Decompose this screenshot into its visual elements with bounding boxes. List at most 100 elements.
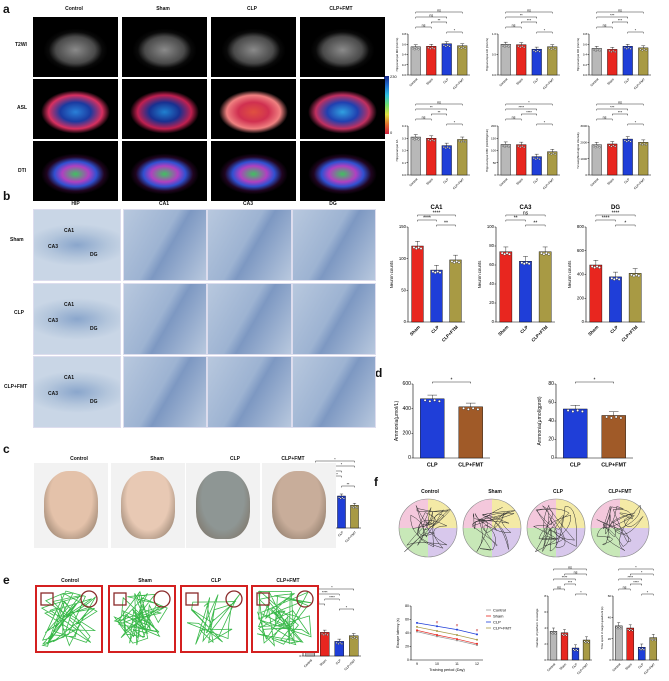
f-col-clp: CLP bbox=[553, 489, 563, 495]
data-point bbox=[505, 251, 509, 255]
brain-shape bbox=[121, 471, 175, 539]
y-tick-label: 2000 bbox=[580, 141, 587, 145]
x-tick-label: CLP+FMT bbox=[452, 77, 465, 90]
significance-label: *** bbox=[610, 105, 615, 109]
significance-label: **** bbox=[518, 105, 524, 109]
series-point bbox=[416, 625, 418, 628]
mri-0-0 bbox=[33, 17, 118, 77]
data-point bbox=[614, 145, 617, 148]
data-point bbox=[517, 145, 520, 148]
significance-label: ns bbox=[527, 8, 531, 12]
c-col-clp: CLP bbox=[230, 456, 240, 462]
significance-bracket bbox=[595, 219, 616, 222]
data-point bbox=[641, 143, 644, 146]
data-point bbox=[564, 633, 567, 636]
data-point bbox=[629, 47, 632, 50]
x-tick-label: CLP bbox=[532, 177, 539, 184]
data-point bbox=[554, 48, 557, 51]
data-point bbox=[561, 633, 564, 636]
data-point bbox=[573, 649, 576, 652]
bar bbox=[426, 46, 437, 76]
f-col-clpfmt: CLP+FMT bbox=[608, 489, 632, 495]
swim-track bbox=[471, 507, 516, 552]
significance-bracket bbox=[564, 573, 587, 576]
significance-bracket bbox=[315, 460, 355, 463]
significance-bracket bbox=[417, 214, 456, 217]
a-col-clp: CLP bbox=[247, 6, 257, 12]
hip-region-label: DG bbox=[90, 399, 98, 405]
data-point bbox=[507, 145, 510, 148]
significance-marker: # bbox=[436, 619, 439, 624]
data-point bbox=[575, 648, 578, 651]
histology-0-3 bbox=[292, 209, 376, 281]
panel-label-d: d bbox=[375, 366, 383, 380]
significance-marker: # bbox=[456, 623, 459, 628]
data-point bbox=[627, 139, 630, 142]
y-tick-label: 0 bbox=[585, 173, 587, 177]
bar bbox=[609, 276, 622, 323]
data-point bbox=[614, 415, 618, 419]
significance-label: * bbox=[454, 120, 456, 124]
significance-label: * bbox=[346, 605, 348, 609]
data-point bbox=[517, 45, 520, 48]
bar bbox=[607, 143, 618, 176]
data-point bbox=[436, 270, 440, 273]
hip-region-label: CA1 bbox=[64, 228, 75, 234]
chart-b1: CA1 0 50 100 150 Neuron counts Sham CLP CLP+FTM *… bbox=[389, 205, 465, 343]
y-tick-label: 8 bbox=[544, 594, 546, 598]
open-field-3 bbox=[251, 585, 319, 653]
x-tick-label: CLP+FMT bbox=[452, 177, 465, 190]
data-point bbox=[442, 146, 445, 149]
x-tick-label: Control bbox=[589, 177, 599, 187]
x-tick-label: CLP+FMT bbox=[576, 662, 589, 675]
data-point bbox=[448, 45, 451, 48]
significance-label: * bbox=[454, 28, 456, 32]
data-point bbox=[623, 139, 626, 142]
data-point bbox=[429, 47, 432, 50]
significance-label: * bbox=[635, 28, 637, 32]
significance-label: ns bbox=[557, 585, 561, 589]
data-point bbox=[423, 398, 427, 402]
data-point bbox=[324, 632, 327, 635]
data-point bbox=[438, 271, 442, 274]
data-point bbox=[536, 49, 539, 52]
data-point bbox=[615, 277, 619, 280]
significance-label: ** bbox=[514, 215, 518, 221]
significance-label: **** bbox=[633, 580, 639, 584]
bar bbox=[516, 144, 527, 176]
significance-bracket bbox=[436, 224, 456, 227]
data-point bbox=[341, 496, 344, 499]
y-tick-label: 40 bbox=[548, 418, 554, 424]
x-tick-label: Sham bbox=[559, 662, 568, 671]
c-col-clpfmt: CLP+FMT bbox=[281, 456, 305, 462]
pool-quadrant bbox=[399, 499, 428, 528]
x-tick-label: Sham bbox=[515, 77, 524, 86]
e-col-clpfmt: CLP+FMT bbox=[276, 578, 300, 584]
data-point bbox=[505, 44, 508, 47]
data-point bbox=[610, 416, 613, 420]
significance-label: *** bbox=[527, 18, 532, 22]
data-point bbox=[540, 251, 543, 255]
data-point bbox=[632, 274, 636, 278]
data-point bbox=[523, 46, 526, 49]
y-tick-label: 0.2 bbox=[402, 149, 406, 153]
significance-label: * bbox=[635, 565, 637, 569]
a-col-sham: Sham bbox=[156, 6, 170, 12]
x-tick-label: Sham bbox=[425, 177, 434, 186]
panel-label-f: f bbox=[374, 475, 378, 489]
data-point bbox=[340, 642, 343, 645]
y-tick-label: 0.5 bbox=[492, 53, 496, 57]
x-tick-label: Sham bbox=[587, 325, 599, 337]
series-line bbox=[416, 622, 478, 635]
significance-bracket bbox=[505, 108, 537, 111]
y-axis-label: Hippocampal CBF (ml/100g/min) bbox=[485, 129, 489, 172]
data-point bbox=[576, 649, 579, 652]
a-col-control: Control bbox=[65, 6, 83, 12]
data-point bbox=[467, 407, 470, 411]
bar bbox=[457, 45, 468, 76]
x-tick-label: CLP+FTM bbox=[620, 324, 638, 342]
significance-label: **** bbox=[562, 575, 568, 579]
y-tick-label: 40 bbox=[608, 616, 612, 620]
y-tick-label: 80 bbox=[548, 381, 554, 387]
